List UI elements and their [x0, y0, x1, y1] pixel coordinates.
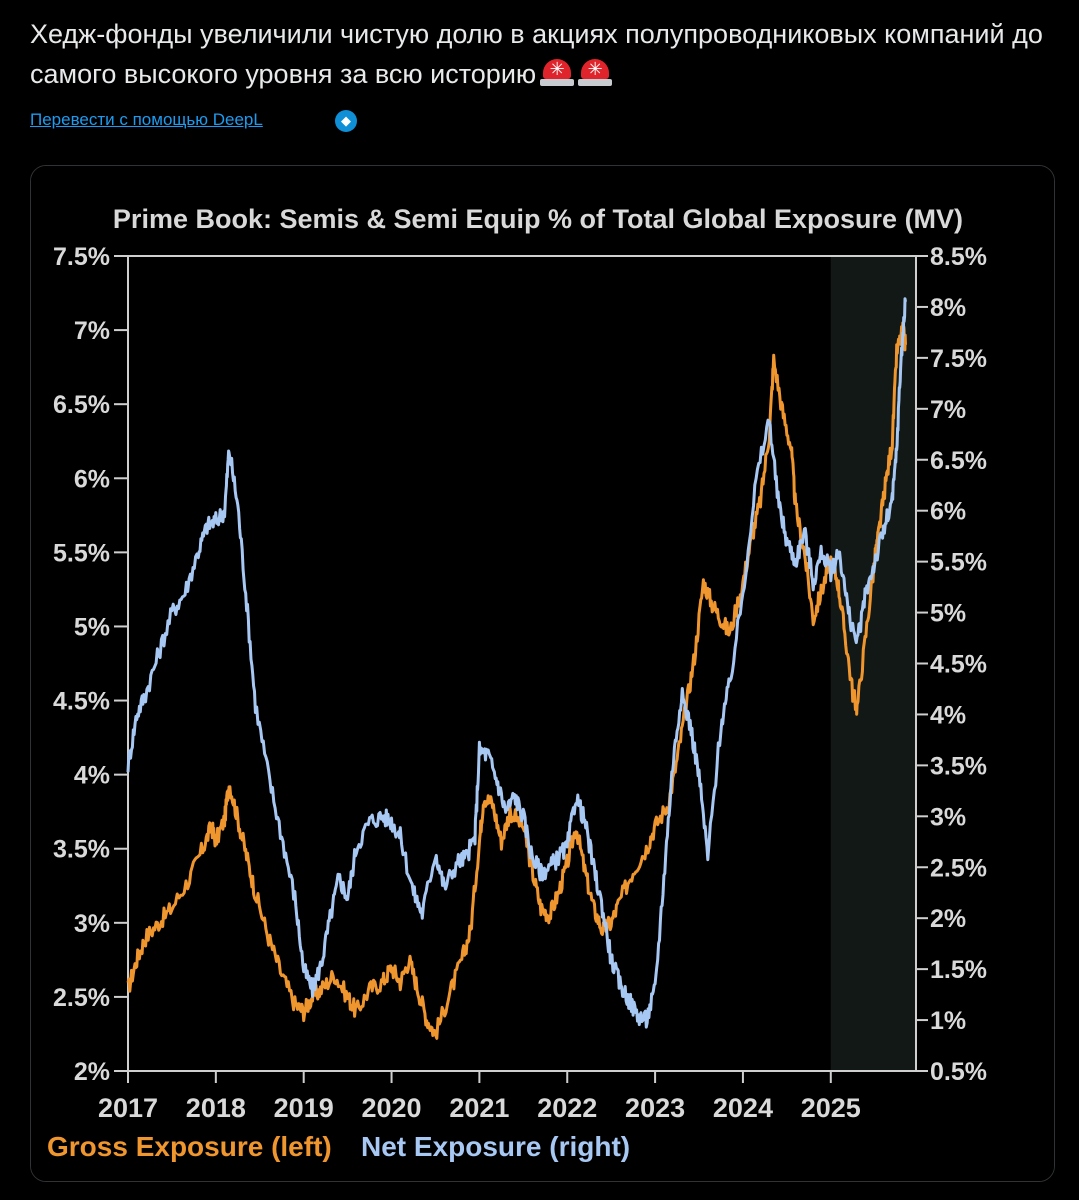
- y-left-tick-label: 4.5%: [53, 688, 110, 716]
- x-tick-label: 2025: [801, 1093, 861, 1123]
- y-right-tick-label: 5.5%: [930, 549, 987, 577]
- x-tick-label: 2024: [713, 1093, 773, 1123]
- x-tick-label: 2022: [537, 1093, 597, 1123]
- y-left-tick-label: 2%: [74, 1058, 110, 1086]
- y-right-tick-label: 5%: [930, 600, 966, 628]
- deepl-icon[interactable]: ◆: [335, 110, 357, 132]
- highlight-region: [830, 256, 916, 1071]
- chart: Prime Book: Semis & Semi Equip % of Tota…: [31, 166, 1054, 1181]
- y-right-tick-label: 4%: [930, 701, 966, 729]
- y-left-tick-label: 5%: [74, 613, 110, 641]
- y-right-tick-label: 3.5%: [930, 752, 987, 780]
- y-left-tick-label: 5.5%: [53, 539, 110, 567]
- y-left-tick-label: 6.5%: [53, 391, 110, 419]
- y-right-tick-label: 7.5%: [930, 345, 987, 373]
- y-right-tick-label: 2%: [930, 905, 966, 933]
- legend-net-exposure: Net Exposure (right): [361, 1131, 630, 1162]
- post-text: Хедж-фонды увеличили чистую долю в акция…: [30, 14, 1050, 94]
- translate-with-deepl-link[interactable]: Перевести с помощью DeepL: [30, 110, 263, 129]
- y-right-tick-label: 1%: [930, 1007, 966, 1035]
- legend-gross-exposure: Gross Exposure (left): [47, 1131, 332, 1162]
- y-right-tick-label: 8.5%: [930, 243, 987, 271]
- y-right-tick-label: 6%: [930, 498, 966, 526]
- x-tick-label: 2021: [449, 1093, 509, 1123]
- x-tick-label: 2018: [186, 1093, 246, 1123]
- y-right-tick-label: 2.5%: [930, 854, 987, 882]
- x-tick-label: 2023: [625, 1093, 685, 1123]
- chart-image-card[interactable]: Prime Book: Semis & Semi Equip % of Tota…: [30, 165, 1055, 1182]
- y-left-tick-label: 3%: [74, 910, 110, 938]
- x-tick-label: 2017: [98, 1093, 158, 1123]
- rotating-light-icon: ✳: [540, 57, 575, 87]
- x-tick-label: 2019: [274, 1093, 334, 1123]
- rotating-light-icon: ✳: [578, 57, 613, 87]
- y-right-tick-label: 1.5%: [930, 956, 987, 984]
- y-right-tick-label: 0.5%: [930, 1058, 987, 1086]
- gross-exposure-line: [126, 321, 907, 1040]
- y-left-tick-label: 7%: [74, 317, 110, 345]
- y-left-tick-label: 3.5%: [53, 836, 110, 864]
- x-tick-label: 2020: [362, 1093, 422, 1123]
- y-right-tick-label: 4.5%: [930, 651, 987, 679]
- net-exposure-line: [126, 297, 907, 1029]
- post-text-content: Хедж-фонды увеличили чистую долю в акция…: [30, 19, 1043, 89]
- chart-title: Prime Book: Semis & Semi Equip % of Tota…: [113, 204, 963, 234]
- y-right-tick-label: 6.5%: [930, 447, 987, 475]
- y-left-tick-label: 7.5%: [53, 243, 110, 271]
- y-left-tick-label: 4%: [74, 762, 110, 790]
- y-right-tick-label: 3%: [930, 803, 966, 831]
- y-right-tick-label: 7%: [930, 396, 966, 424]
- y-left-tick-label: 6%: [74, 465, 110, 493]
- y-right-tick-label: 8%: [930, 294, 966, 322]
- y-left-tick-label: 2.5%: [53, 984, 110, 1012]
